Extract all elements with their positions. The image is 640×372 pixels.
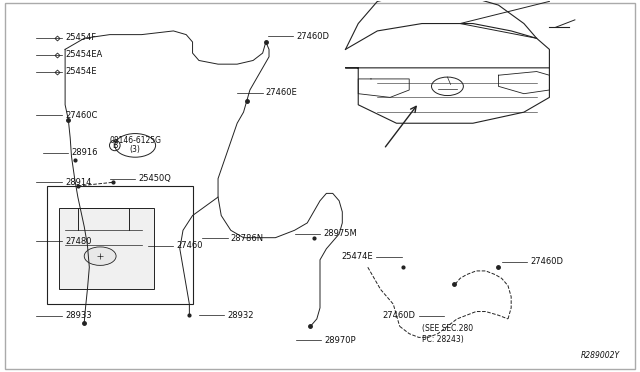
Circle shape [84,247,116,265]
Text: R289002Y: R289002Y [580,350,620,359]
Bar [47,186,193,304]
Text: 27460: 27460 [177,241,203,250]
Text: 28932: 28932 [228,311,254,320]
Text: 28916: 28916 [72,148,98,157]
Bar [59,208,154,289]
Text: 25454F: 25454F [65,33,96,42]
Text: 27460C: 27460C [65,110,97,120]
Text: PC: 28243): PC: 28243) [422,335,464,344]
Text: (SEE SEC.280: (SEE SEC.280 [422,324,473,333]
Text: 25474E: 25474E [341,252,373,262]
Text: 27460E: 27460E [266,89,298,97]
Text: B: B [112,141,118,150]
Text: 27460D: 27460D [531,257,563,266]
Text: 27460D: 27460D [296,32,330,41]
Text: 27460D: 27460D [383,311,415,320]
Text: 28975M: 28975M [323,230,357,238]
Text: 28970P: 28970P [324,336,356,345]
Text: 08146-6125G: 08146-6125G [109,137,161,145]
Text: 25450Q: 25450Q [138,174,172,183]
Text: 28914: 28914 [65,178,92,187]
Text: (3): (3) [130,145,141,154]
Text: 27480: 27480 [65,237,92,246]
Text: 28786N: 28786N [231,234,264,243]
Text: 25454E: 25454E [65,67,97,76]
Text: 25454EA: 25454EA [65,51,102,60]
Text: 28933: 28933 [65,311,92,320]
